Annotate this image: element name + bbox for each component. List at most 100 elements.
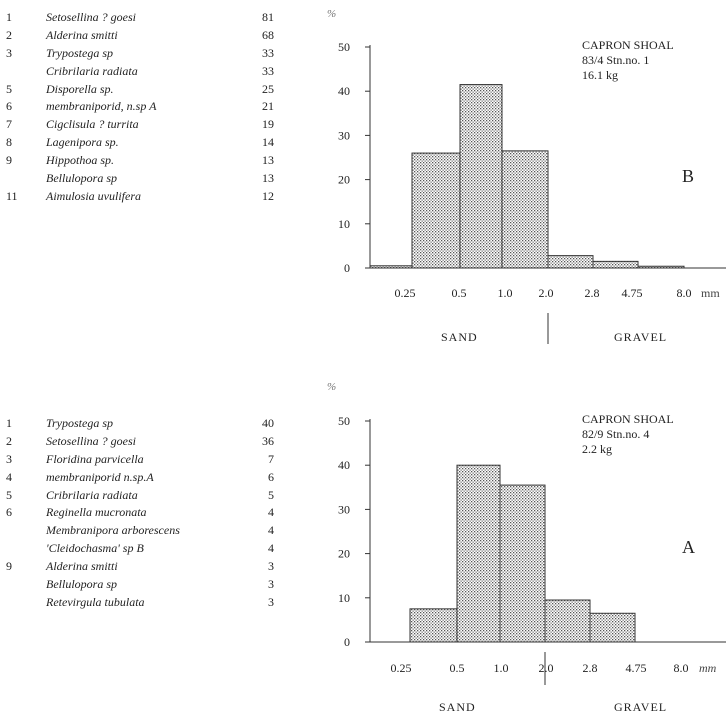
species-name: Alderina smitti [46, 559, 118, 574]
histogram-bar [456, 464, 501, 643]
species-row: 5 Cribrilaria radiata 5 [6, 487, 286, 505]
species-count: 6 [268, 469, 274, 484]
species-count: 4 [268, 541, 274, 556]
species-count: 19 [262, 117, 274, 132]
x-tick-label: 8.0 [677, 286, 692, 300]
y-tick-label: 0 [344, 635, 350, 649]
species-row: 'Cleidochasma' sp B 4 [6, 540, 286, 558]
species-count: 4 [268, 523, 274, 538]
site-name: CAPRON SHOAL [582, 38, 674, 52]
species-rank: 2 [6, 27, 12, 42]
x-tick-label: 0.25 [395, 286, 416, 300]
y-tick-label: 30 [338, 128, 350, 142]
species-name: Alderina smitti [46, 27, 118, 42]
x-tick-label: 2.0 [539, 661, 554, 675]
species-rank: 1 [6, 10, 12, 24]
species-row: 2 Alderina smitti 68 [6, 27, 286, 45]
x-tick-label: 8.0 [674, 661, 689, 675]
species-name: Trypostega sp [46, 45, 114, 60]
species-row: 6 membraniporid, n.sp A 21 [6, 98, 286, 116]
species-rank: 5 [6, 81, 12, 96]
species-name: Disporella sp. [46, 81, 114, 96]
histogram-bar [499, 484, 546, 643]
species-row: 6 Reginella mucronata 4 [6, 504, 286, 522]
x-unit-label: mm [699, 661, 717, 675]
species-row: 5 Disporella sp. 25 [6, 81, 286, 99]
histogram-bar [369, 265, 413, 269]
histogram-bar [637, 265, 685, 269]
species-rank: 3 [6, 45, 12, 60]
species-count: 13 [262, 171, 274, 186]
species-row: 2 Setosellina ? goesi 36 [6, 433, 286, 451]
species-count: 12 [262, 188, 274, 203]
y-tick-label: 0 [344, 261, 350, 275]
species-name: membraniporid n.sp.A [46, 469, 154, 484]
species-name: Aimulosia uvulifera [46, 188, 141, 203]
x-tick-label: 0.5 [450, 661, 465, 675]
y-tick-label: 40 [338, 84, 350, 98]
species-name: Bellulopora sp [46, 577, 117, 592]
x-tick-label: 1.0 [498, 286, 513, 300]
species-name: Setosellina ? goesi [46, 433, 136, 448]
species-name: Trypostega sp [46, 416, 114, 430]
species-rank: 9 [6, 153, 12, 168]
species-name: Retevirgula tubulata [46, 594, 145, 609]
station-label: 83/4 Stn.no. 1 [582, 53, 649, 67]
y-tick-label: 40 [338, 458, 350, 472]
x-tick-label: 2.8 [585, 286, 600, 300]
species-count: 3 [268, 594, 274, 609]
zone-label-gravel: GRAVEL [614, 700, 667, 712]
species-count: 36 [262, 433, 274, 448]
species-rank: 4 [6, 469, 12, 484]
species-rank: 3 [6, 451, 12, 466]
species-rank: 11 [6, 188, 18, 203]
species-count: 33 [262, 63, 274, 78]
y-tick-label: 20 [338, 173, 350, 187]
site-name: CAPRON SHOAL [582, 412, 674, 426]
panel-letter: A [682, 537, 695, 557]
histogram-bar [501, 150, 549, 269]
species-row: 3 Trypostega sp 33 [6, 45, 286, 63]
species-name: Lagenipora sp. [46, 135, 119, 150]
zone-label-sand: SAND [441, 330, 478, 344]
species-row: Bellulopora sp 3 [6, 576, 286, 594]
species-name: Reginella mucronata [46, 505, 147, 520]
y-tick-label: 30 [338, 502, 350, 516]
species-name: membraniporid, n.sp A [46, 99, 157, 114]
species-name: Cribrilaria radiata [46, 487, 138, 502]
species-count: 13 [262, 153, 274, 168]
species-name: 'Cleidochasma' sp B [46, 541, 144, 556]
histogram-bar [592, 260, 639, 269]
species-row: 8 Lagenipora sp. 14 [6, 134, 286, 152]
species-count: 25 [262, 81, 274, 96]
species-row: Bellulopora sp 13 [6, 170, 286, 188]
species-count: 40 [262, 416, 274, 430]
x-tick-label: 0.25 [391, 661, 412, 675]
sample-weight: 2.2 kg [582, 442, 612, 456]
station-label: 82/9 Stn.no. 4 [582, 427, 649, 441]
y-tick-label: 10 [338, 591, 350, 605]
species-list-b: 1 Setosellina ? goesi 8 1 2 Alderina smitti 68… [6, 9, 286, 206]
histogram-bar [411, 152, 461, 269]
species-row: 7 Cigclisula ? turrita 19 [6, 116, 286, 134]
x-tick-label: 1.0 [494, 661, 509, 675]
species-count: 68 [262, 27, 274, 42]
species-row: 9 Alderina smitti 3 [6, 558, 286, 576]
x-tick-label: 0.5 [452, 286, 467, 300]
y-unit-label: % [327, 8, 336, 20]
zone-label-sand: SAND [439, 700, 476, 712]
species-rank: 6 [6, 99, 12, 114]
species-rank: 5 [6, 487, 12, 502]
species-row: 3 Floridina parvicella 7 [6, 451, 286, 469]
species-name: Bellulopora sp [46, 171, 117, 186]
species-row: 9 Hippothoa sp. 13 [6, 152, 286, 170]
species-name: Setosellina ? goesi [46, 10, 136, 24]
species-name: Floridina parvicella [46, 451, 144, 466]
species-count: 4 [268, 505, 274, 520]
x-tick-label: 2.0 [539, 286, 554, 300]
species-rank: 9 [6, 559, 12, 574]
y-tick-label: 10 [338, 217, 350, 231]
histogram-bar [409, 608, 458, 643]
species-name: Cribrilaria radiata [46, 63, 138, 78]
species-rank: 8 [6, 135, 12, 150]
